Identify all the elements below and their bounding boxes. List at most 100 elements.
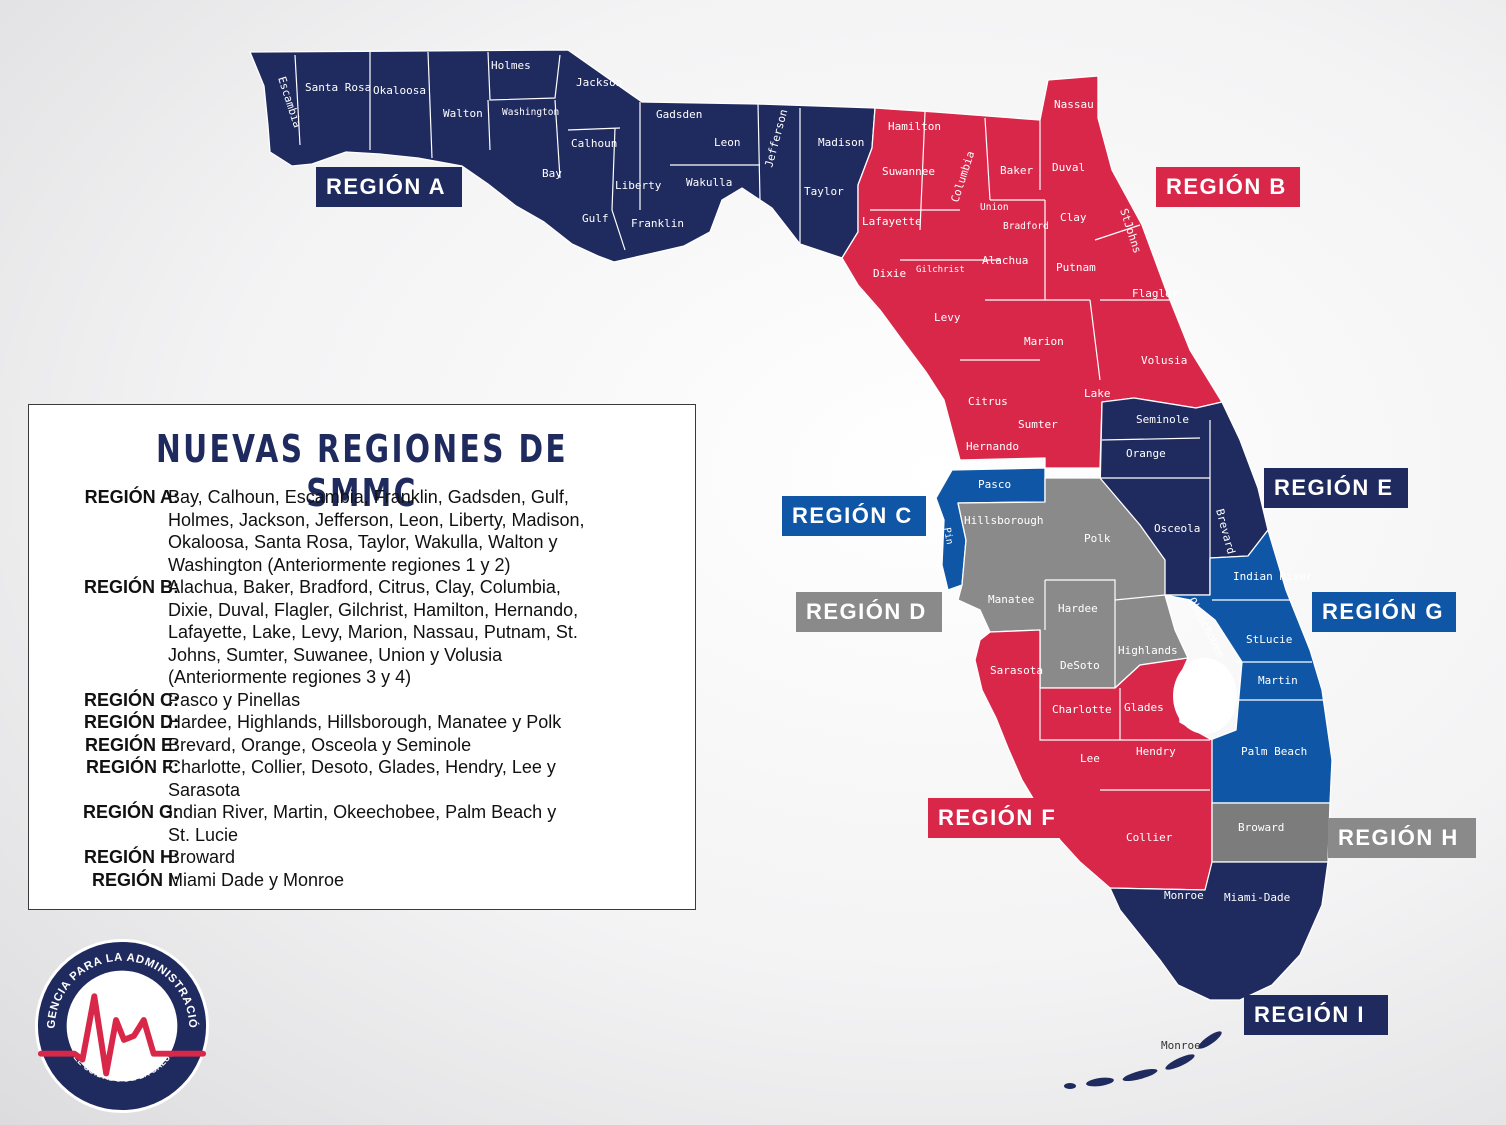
county-bradford: Bradford: [1003, 221, 1049, 232]
county-pasco: Pasco: [978, 478, 1011, 491]
county-alachua: Alachua: [982, 254, 1028, 267]
legend-value: Broward: [168, 846, 683, 869]
lake-okeechobee: [1173, 658, 1237, 734]
legend-line: Brevard, Orange, Osceola y Seminole: [168, 735, 472, 755]
legend-row-c: REGIÓN C: Pasco y Pinellas: [29, 689, 695, 712]
county-dixie: Dixie: [873, 267, 906, 280]
legend-line: Lafayette, Lake, Levy, Marion, Nassau, P…: [168, 622, 578, 643]
county-collier: Collier: [1126, 831, 1173, 844]
region-e-label: REGIÓN E: [1264, 468, 1408, 508]
legend-row-h: REGIÓN H: Broward: [29, 846, 695, 869]
legend-line: Hardee, Highlands, Hillsborough, Manatee…: [168, 712, 562, 732]
county-wakulla: Wakulla: [686, 176, 732, 189]
region-g-label: REGIÓN G: [1312, 592, 1456, 632]
county-union: Union: [980, 202, 1009, 213]
legend-row-d: REGIÓN D: Hardee, Highlands, Hillsboroug…: [29, 711, 695, 734]
legend-value: Pasco y Pinellas: [168, 689, 683, 712]
legend-value: Hardee, Highlands, Hillsborough, Manatee…: [168, 711, 683, 734]
heartbeat-icon: [37, 993, 207, 1077]
legend-key: REGIÓN C:: [83, 690, 179, 710]
legend-title: NUEVAS REGIONES DE SMMC: [156, 427, 568, 515]
legend-line: (Anteriormente regiones 3 y 4): [168, 667, 412, 688]
legend-row-e: REGIÓN E: Brevard, Orange, Osceola y Sem…: [29, 734, 695, 757]
region-i-label: REGIÓN I: [1244, 995, 1388, 1035]
county-citrus: Citrus: [968, 395, 1008, 408]
county-sarasota: Sarasota: [990, 664, 1043, 677]
county-lafayette: Lafayette: [862, 215, 922, 228]
county-nassau: Nassau: [1054, 98, 1094, 111]
legend-value: Bay, Calhoun, Escambia, Franklin, Gadsde…: [168, 486, 683, 576]
county-hernando: Hernando: [966, 440, 1019, 453]
county-volusia: Volusia: [1141, 354, 1187, 367]
legend-line: Pasco y Pinellas: [168, 690, 301, 710]
legend-line: Miami Dade y Monroe: [168, 870, 345, 890]
legend-line: Dixie, Duval, Flagler, Gilchrist, Hamilt…: [168, 599, 579, 620]
legend-line: Okaloosa, Santa Rosa, Taylor, Wakulla, W…: [168, 532, 558, 553]
legend-value: Brevard, Orange, Osceola y Seminole: [168, 734, 683, 757]
county-manatee: Manatee: [988, 593, 1034, 606]
county-washington: Washington: [502, 107, 559, 118]
county-okaloosa: Okaloosa: [373, 84, 426, 97]
keys-island-2: [1165, 1054, 1195, 1070]
region-b-label: REGIÓN B: [1156, 167, 1300, 207]
county-st-lucie: StLucie: [1246, 633, 1292, 646]
county-seminole: Seminole: [1136, 413, 1189, 426]
county-border-b: [870, 111, 1170, 381]
county-desoto: DeSoto: [1060, 659, 1100, 672]
legend-key: REGIÓN E:: [84, 735, 179, 755]
county-monroe-keys: Monroe: [1161, 1039, 1201, 1052]
legend-line: Washington (Anteriormente regiones 1 y 2…: [168, 554, 511, 575]
legend-key: REGIÓN G:: [82, 802, 179, 822]
legend-line: Indian River, Martin, Okeechobee, Palm B…: [168, 802, 557, 822]
county-pin: Pin: [941, 527, 955, 546]
legend-key: REGIÓN H:: [83, 847, 179, 867]
legend-line: Charlotte, Collier, Desoto, Glades, Hend…: [168, 757, 556, 777]
legend-row-f: REGIÓN F: Charlotte, Collier, Desoto, Gl…: [29, 756, 695, 802]
county-border-f: [1039, 688, 1210, 791]
legend-line: Broward: [168, 847, 236, 867]
legend-line: Holmes, Jackson, Jefferson, Leon, Libert…: [168, 509, 585, 530]
county-franklin: Franklin: [631, 217, 684, 230]
legend-row-b: REGIÓN B: Alachua, Baker, Bradford, Citr…: [29, 576, 695, 689]
region-d-label: REGIÓN D: [796, 592, 942, 632]
legend-row-g: REGIÓN G: Indian River, Martin, Okeechob…: [29, 801, 695, 847]
county-hillsborough: Hillsborough: [964, 514, 1043, 527]
county-monroe: Monroe: [1164, 889, 1204, 902]
county-miami-dade: Miami-Dade: [1224, 891, 1290, 904]
county-calhoun: Calhoun: [571, 137, 617, 150]
region-f-label: REGIÓN F: [928, 798, 1068, 838]
county-border-d: [1044, 579, 1166, 688]
agency-seal-logo: AGENCIA PARA LA ADMINISTRACIÓN DEL CUIDA…: [33, 937, 210, 1114]
legend-value: Charlotte, Collier, Desoto, Glades, Hend…: [168, 756, 683, 801]
county-liberty: Liberty: [615, 179, 662, 192]
legend-box: NUEVAS REGIONES DE SMMC REGIÓN A: Bay, C…: [28, 404, 696, 910]
legend-key: REGIÓN I:: [91, 870, 179, 890]
region-i-area: [1109, 861, 1329, 1001]
keys-island-5: [1064, 1083, 1076, 1089]
legend-key: REGIÓN A:: [84, 487, 179, 507]
county-broward: Broward: [1238, 821, 1284, 834]
county-orange: Orange: [1126, 447, 1166, 460]
county-border-e: [1100, 420, 1211, 558]
county-gulf: Gulf: [582, 212, 609, 225]
county-levy: Levy: [934, 311, 961, 324]
legend-line: Alachua, Baker, Bradford, Citrus, Clay, …: [168, 577, 561, 597]
legend-key: REGIÓN B:: [83, 577, 179, 597]
county-lake: Lake: [1084, 387, 1111, 400]
county-osceola: Osceola: [1154, 522, 1200, 535]
legend-key: REGIÓN D:: [83, 712, 179, 732]
legend-value: Indian River, Martin, Okeechobee, Palm B…: [168, 801, 683, 846]
county-border-a: [294, 51, 801, 251]
county-leon: Leon: [714, 136, 741, 149]
county-hardee: Hardee: [1058, 602, 1098, 615]
county-palm-beach: Palm Beach: [1241, 745, 1307, 758]
county-hendry: Hendry: [1136, 745, 1176, 758]
legend-value: Alachua, Baker, Bradford, Citrus, Clay, …: [168, 576, 683, 689]
county-santa-rosa: Santa Rosa: [305, 81, 371, 94]
county-taylor: Taylor: [804, 185, 844, 198]
legend-key: REGIÓN F:: [86, 757, 179, 777]
county-putnam: Putnam: [1056, 261, 1096, 274]
county-flagler: Flagler: [1132, 287, 1179, 300]
county-indian-river: Indian River: [1233, 570, 1313, 583]
county-duval: Duval: [1052, 161, 1085, 174]
